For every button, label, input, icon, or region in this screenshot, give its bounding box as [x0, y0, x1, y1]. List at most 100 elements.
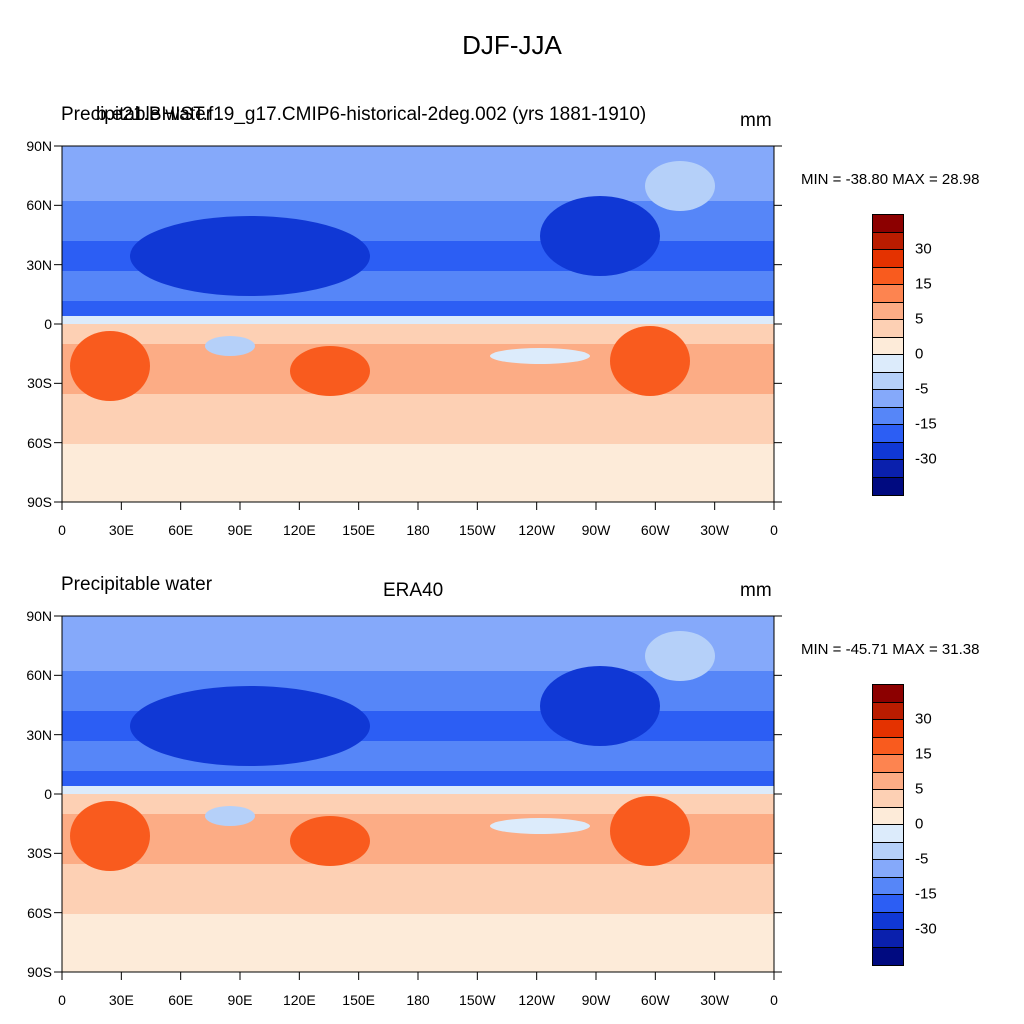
colorbar-label: 30 — [915, 240, 932, 258]
x-tick-label: 60E — [168, 992, 194, 1008]
contour-blob — [70, 331, 150, 401]
x-tick-label: 30E — [108, 992, 134, 1008]
y-tick-label: 30N — [26, 256, 52, 273]
colorbar-swatch — [873, 702, 903, 720]
panel-units: mm — [740, 580, 772, 601]
colorbar-swatch — [873, 930, 903, 948]
contour-band — [62, 864, 774, 914]
contour-band — [62, 444, 774, 502]
x-tick-label: 0 — [58, 992, 66, 1008]
colorbar-swatch — [873, 390, 903, 408]
contour-blob — [645, 631, 715, 681]
x-tick-label: 150E — [342, 992, 376, 1008]
panel-left-title: Precipitable water — [61, 104, 213, 125]
colorbar-label: 15 — [915, 275, 932, 293]
contour-blob — [645, 161, 715, 211]
colorbar-swatch — [873, 720, 903, 738]
x-tick-label: 150W — [459, 992, 496, 1008]
y-tick-label: 60N — [26, 667, 52, 684]
colorbar-swatch — [873, 895, 903, 913]
y-tick-label: 30N — [26, 726, 52, 743]
colorbar-label: 0 — [915, 345, 924, 363]
colorbar-swatch — [873, 755, 903, 773]
x-tick-label: 120W — [518, 992, 555, 1008]
x-tick-label: 180 — [406, 522, 430, 538]
colorbar-label: -30 — [915, 920, 937, 938]
colorbar-swatch — [873, 355, 903, 373]
y-tick-label: 90N — [26, 608, 52, 624]
contour-band — [62, 786, 774, 794]
contour-blob — [490, 818, 590, 834]
min-max-label: MIN = -38.80 MAX = 28.98 — [801, 171, 980, 188]
colorbar-swatch — [873, 772, 903, 790]
colorbar-swatch — [873, 302, 903, 320]
colorbar-swatch — [873, 372, 903, 390]
colorbar-label: 5 — [915, 780, 924, 798]
contour-blob — [290, 816, 370, 866]
y-tick-label: 90S — [27, 964, 52, 980]
colorbar-swatch — [873, 825, 903, 843]
panel-left-title: Precipitable water — [61, 574, 213, 595]
contour-blob — [540, 666, 660, 746]
colorbar-swatch — [873, 912, 903, 930]
contour-band — [62, 301, 774, 316]
contour-blob — [610, 796, 690, 866]
x-tick-label: 30W — [700, 992, 730, 1008]
colorbar-label: 0 — [915, 815, 924, 833]
x-tick-label: 120W — [518, 522, 555, 538]
colorbar-swatch — [873, 807, 903, 825]
x-tick-label: 60W — [640, 992, 670, 1008]
x-tick-label: 120E — [282, 992, 316, 1008]
y-tick-label: 0 — [44, 316, 52, 332]
colorbar-swatch — [873, 460, 903, 478]
colorbar-label: -30 — [915, 450, 937, 468]
colorbar-swatch — [873, 320, 903, 338]
x-tick-label: 30W — [700, 522, 730, 538]
x-tick-label: 60E — [168, 522, 194, 538]
colorbar-swatch — [873, 477, 903, 495]
x-tick-label: 30E — [108, 522, 134, 538]
panel-center-title: b.e21.BHIST.f19_g17.CMIP6-historical-2de… — [96, 104, 647, 125]
x-tick-label: 0 — [58, 522, 66, 538]
x-tick-label: 180 — [406, 992, 430, 1008]
colorbar-label: 30 — [915, 710, 932, 728]
colorbar-swatch — [873, 737, 903, 755]
colorbar-swatch — [873, 215, 903, 233]
colorbar-swatch — [873, 267, 903, 285]
colorbar-swatch — [873, 790, 903, 808]
figure-title: DJF-JJA — [462, 30, 562, 60]
contour-band — [62, 771, 774, 786]
colorbar-label: -15 — [915, 885, 937, 903]
x-tick-label: 90E — [227, 992, 253, 1008]
colorbar-label: -5 — [915, 850, 929, 868]
y-tick-label: 60S — [27, 904, 52, 921]
colorbar-swatch — [873, 285, 903, 303]
x-tick-label: 0 — [770, 992, 778, 1008]
y-tick-label: 30S — [27, 845, 52, 862]
contour-blob — [490, 348, 590, 364]
y-tick-label: 0 — [44, 786, 52, 802]
x-tick-label: 120E — [282, 522, 316, 538]
colorbar-label: -15 — [915, 415, 937, 433]
panel-units: mm — [740, 110, 772, 131]
min-max-label: MIN = -45.71 MAX = 31.38 — [801, 641, 980, 658]
colorbar-swatch — [873, 425, 903, 443]
colorbar-swatch — [873, 337, 903, 355]
colorbar-swatch — [873, 860, 903, 878]
y-tick-label: 30S — [27, 375, 52, 392]
y-tick-label: 60N — [26, 197, 52, 214]
contour-blob — [610, 326, 690, 396]
contour-blob — [205, 806, 255, 826]
colorbar-swatch — [873, 407, 903, 425]
x-tick-label: 150E — [342, 522, 376, 538]
colorbar-label: 5 — [915, 310, 924, 328]
contour-band — [62, 394, 774, 444]
contour-blob — [205, 336, 255, 356]
contour-blob — [290, 346, 370, 396]
contour-blob — [70, 801, 150, 871]
contour-band — [62, 316, 774, 324]
colorbar-swatch — [873, 442, 903, 460]
contour-blob — [130, 686, 370, 766]
